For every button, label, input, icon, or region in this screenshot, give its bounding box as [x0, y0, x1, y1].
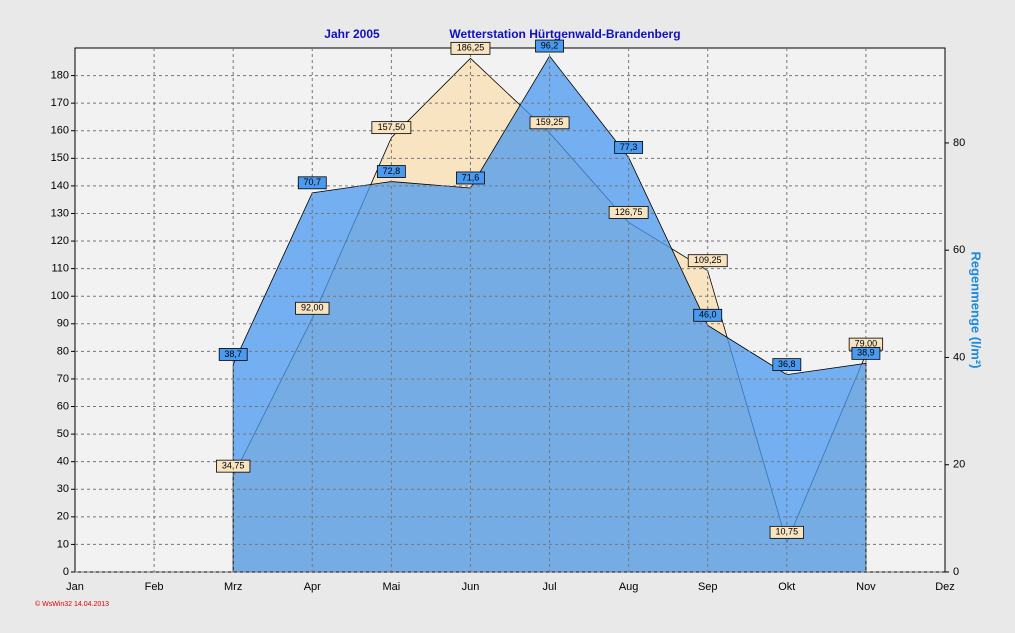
value-label-box — [529, 116, 570, 130]
value-label-text: 34,75 — [222, 461, 245, 471]
value-label-text: 96,2 — [541, 40, 559, 50]
y-tick-label: 80 — [57, 345, 69, 357]
value-label-box — [851, 346, 881, 360]
footer: © WsWin32 14.04.2013 — [35, 600, 109, 608]
value-label-text: 109,25 — [694, 255, 722, 265]
y-tick-label: 90 — [57, 318, 69, 330]
value-label-box — [693, 308, 723, 322]
y-tick-label: 70 — [57, 373, 69, 385]
value-label-text: 92,00 — [301, 303, 324, 313]
y2-tick-label: 80 — [953, 137, 965, 149]
x-tick-label: Nov — [856, 581, 876, 593]
y2-tick-label: 40 — [953, 351, 965, 363]
value-label: 92,00 — [295, 301, 330, 315]
value-label-box — [371, 121, 412, 135]
value-label: 186,25 — [450, 41, 491, 55]
x-tick-label: Sep — [698, 581, 718, 593]
x-tick-label: Mrz — [224, 581, 242, 593]
value-label: 109,25 — [687, 254, 728, 268]
value-label: 10,75 — [769, 525, 804, 539]
value-label: 70,7 — [297, 176, 327, 190]
x-tick-label: Dez — [935, 581, 955, 593]
value-label-box — [608, 206, 649, 219]
value-label: 46,0 — [693, 308, 723, 322]
y-tick-label: 180 — [51, 69, 69, 81]
value-label-text: 46,0 — [699, 310, 717, 320]
y-tick-label: 110 — [51, 263, 69, 275]
x-tick-label: Mai — [382, 581, 400, 593]
value-label-box — [295, 301, 330, 315]
value-label-text: 70,7 — [304, 177, 322, 187]
x-tick-label: Jun — [462, 581, 480, 593]
y2-tick-label: 20 — [953, 459, 965, 471]
value-label-text: 126,75 — [615, 207, 643, 217]
value-label-box — [216, 459, 251, 473]
value-label: 77,3 — [614, 141, 644, 154]
value-label-box — [297, 176, 327, 190]
value-label-box — [614, 141, 644, 154]
x-tick-label: Feb — [145, 581, 164, 593]
y-tick-label: 0 — [63, 566, 69, 578]
value-label-text: 71,6 — [462, 172, 480, 182]
value-label: 36,8 — [772, 358, 802, 372]
value-label: 159,25 — [529, 116, 570, 130]
value-label-text: 38,7 — [224, 349, 242, 359]
value-label-box — [376, 165, 406, 178]
value-label: 71,6 — [456, 171, 485, 185]
x-tick-label: Jul — [543, 581, 557, 593]
y2-tick-label: 0 — [953, 566, 959, 578]
y-tick-label: 40 — [57, 456, 69, 468]
y-tick-label: 150 — [51, 152, 69, 164]
value-label: 38,9 — [851, 346, 881, 360]
value-label-box — [769, 525, 804, 539]
value-label-text: 77,3 — [620, 142, 638, 152]
value-label-text: 157,50 — [378, 122, 406, 132]
y-tick-label: 120 — [51, 235, 69, 247]
value-label-text: 79,00 — [855, 339, 878, 349]
y2-axis-label: Regenmenge (l/m²) — [969, 251, 984, 368]
value-label-text: 159,25 — [536, 117, 564, 127]
value-label-box — [772, 358, 802, 372]
y-tick-label: 50 — [57, 428, 69, 440]
y-tick-label: 100 — [51, 290, 69, 302]
y-tick-label: 30 — [57, 483, 69, 495]
value-label-box — [687, 254, 728, 268]
y-tick-label: 140 — [51, 180, 69, 192]
y2-tick-label: 60 — [953, 244, 965, 256]
value-label: 96,2 — [535, 39, 564, 53]
value-label: 38,7 — [218, 348, 248, 361]
chart-title: Jahr 2005 — [324, 27, 380, 41]
y-tick-label: 20 — [57, 511, 69, 523]
y-tick-label: 170 — [51, 97, 69, 109]
value-label: 34,75 — [216, 459, 251, 473]
y-tick-label: 160 — [51, 125, 69, 137]
y-tick-label: 130 — [51, 207, 69, 219]
value-label-box — [450, 41, 491, 55]
value-label-box — [218, 348, 248, 361]
x-tick-label: Jan — [66, 581, 84, 593]
value-label-box — [456, 171, 485, 185]
y-tick-label: 60 — [57, 400, 69, 412]
x-tick-label: Okt — [778, 581, 795, 593]
value-label: 72,8 — [376, 165, 406, 178]
value-label-text: 186,25 — [457, 43, 485, 53]
value-label-text: 38,9 — [857, 348, 875, 358]
y-tick-label: 10 — [57, 538, 69, 550]
x-tick-label: Aug — [619, 581, 639, 593]
value-label-text: 36,8 — [778, 359, 796, 369]
chart-subtitle: Wetterstation Hürtgenwald-Brandenberg — [449, 27, 680, 41]
value-label: 126,75 — [608, 206, 649, 219]
value-label: 157,50 — [371, 121, 412, 135]
value-label-box — [535, 39, 564, 53]
value-label-text: 10,75 — [776, 527, 799, 537]
x-tick-label: Apr — [304, 581, 321, 593]
value-label-text: 72,8 — [383, 166, 401, 176]
